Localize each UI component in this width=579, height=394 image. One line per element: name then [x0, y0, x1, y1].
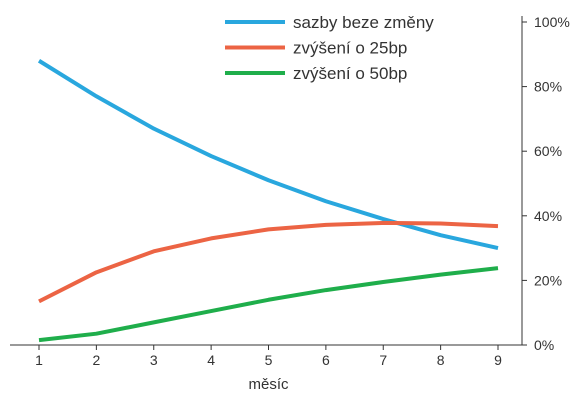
y-tick-label: 0%	[534, 337, 554, 353]
y-tick-label: 60%	[534, 143, 562, 159]
series-layer	[37, 59, 499, 343]
x-axis-title: měsíc	[248, 376, 289, 393]
x-tick-label: 1	[35, 352, 43, 368]
x-tick-label: 3	[150, 352, 158, 368]
y-tick-label: 20%	[534, 272, 562, 288]
x-tick-label: 2	[92, 352, 100, 368]
x-tick-label: 7	[379, 352, 387, 368]
y-tick-label: 40%	[534, 208, 562, 224]
legend-label-2: zvýšení o 25bp	[293, 39, 407, 58]
x-ticks: 1 2 3 4 5 6 7 8 9	[35, 345, 502, 368]
y-tick-label: 80%	[534, 79, 562, 95]
series-line-3	[38, 266, 499, 343]
y-ticks: 0% 20% 40% 60% 80% 100%	[522, 14, 570, 353]
x-tick-label: 4	[207, 352, 215, 368]
x-tick-label: 8	[437, 352, 445, 368]
legend-label-1: sazby beze změny	[293, 13, 434, 32]
legend-label-3: zvýšení o 50bp	[293, 64, 407, 83]
series-line-2	[38, 220, 499, 304]
x-tick-label: 5	[265, 352, 273, 368]
legend: sazby beze změny zvýšení o 25bp zvýšení o …	[225, 13, 434, 83]
y-tick-label: 100%	[534, 14, 570, 30]
axes-layer	[10, 16, 523, 346]
x-tick-label: 6	[322, 352, 330, 368]
series-line-1	[37, 59, 499, 251]
x-tick-label: 9	[494, 352, 502, 368]
